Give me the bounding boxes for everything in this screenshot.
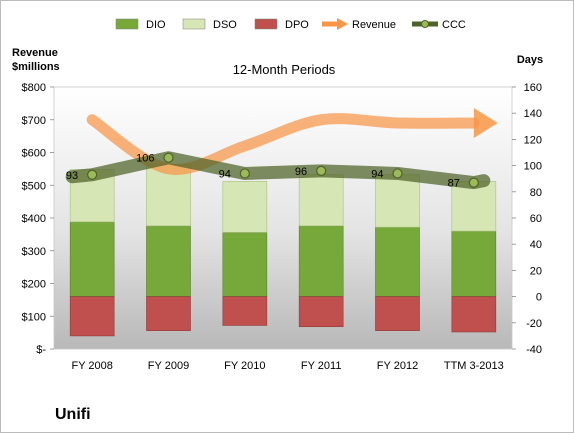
dio-bar [146, 225, 191, 297]
legend-marker-icon [421, 20, 429, 28]
x-tick-label: FY 2009 [148, 360, 189, 372]
revenue-arrowhead-icon [473, 108, 498, 139]
dio-bar [451, 230, 497, 297]
ccc-data-label: 87 [448, 178, 460, 190]
right-tick-label: 100 [524, 161, 542, 173]
dso-bar [298, 174, 344, 227]
dpo-bar [375, 296, 420, 331]
dio-bar [298, 225, 344, 297]
ccc-data-label: 106 [136, 153, 154, 165]
dpo-bar [69, 296, 115, 337]
x-tick-label: FY 2008 [71, 360, 112, 372]
left-tick-label: $- [36, 344, 46, 356]
right-tick-label: 60 [530, 213, 542, 225]
left-axis-title-line1: Revenue [12, 47, 58, 59]
dso-bar [375, 174, 420, 228]
legend-arrowhead-icon [337, 18, 348, 30]
x-tick-label: FY 2012 [377, 360, 418, 372]
legend-label-dso: DSO [213, 19, 237, 31]
legend-swatch-dpo [254, 18, 278, 30]
right-tick-label: 0 [536, 292, 542, 304]
x-tick-label: FY 2011 [301, 360, 342, 372]
dpo-bar [298, 296, 344, 328]
left-tick-label: $800 [22, 82, 46, 94]
ccc-marker [392, 168, 403, 179]
left-tick-label: $300 [22, 246, 46, 258]
dio-bar [222, 232, 268, 297]
company-name: Unifi [55, 406, 91, 423]
ccc-data-label: 94 [219, 168, 231, 180]
dso-bar [222, 181, 268, 233]
ccc-marker [468, 177, 479, 188]
legend-label-ccc: CCC [442, 19, 466, 31]
legend-label-dio: DIO [146, 19, 166, 31]
legend-swatch-dio [115, 18, 139, 30]
right-tick-label: -20 [526, 318, 542, 330]
axes: $- $100 $200 $300 $400 $500 $600 $700 $800 -40 -20… [22, 82, 542, 356]
dpo-bar [451, 296, 497, 333]
left-tick-label: $200 [22, 279, 46, 291]
x-axis-labels: FY 2008 FY 2009 FY 2010 FY 2011 FY 2012 TTM 3… [71, 360, 503, 372]
x-tick-label: TTM 3-2013 [444, 360, 504, 372]
ccc-marker [163, 152, 174, 163]
ccc-series: 93 106 94 96 94 87 [65, 151, 491, 190]
dso-bar [451, 181, 497, 232]
ccc-line [65, 151, 491, 190]
ccc-marker [87, 169, 98, 180]
left-tick-label: $100 [22, 311, 46, 323]
ccc-marker [316, 165, 327, 176]
dpo-bar [222, 296, 268, 326]
chart-title: 12-Month Periods [233, 62, 336, 77]
right-tick-label: -40 [526, 344, 542, 356]
left-tick-label: $400 [22, 213, 46, 225]
bars [69, 163, 497, 337]
legend-label-dpo: DPO [285, 19, 309, 31]
right-tick-label: 20 [530, 265, 542, 277]
right-tick-label: 140 [524, 108, 542, 120]
left-axis-title-line2: $millions [12, 61, 60, 73]
right-tick-label: 40 [530, 239, 542, 251]
left-tick-label: $700 [22, 115, 46, 127]
dio-bar [69, 221, 115, 297]
ccc-data-label: 94 [371, 168, 383, 180]
legend: DIO DSO DPO Revenue CCC [115, 18, 466, 31]
right-tick-label: 80 [530, 187, 542, 199]
dio-bar [375, 226, 420, 297]
dpo-bar [146, 296, 191, 331]
ccc-marker [239, 168, 250, 179]
legend-label-revenue: Revenue [352, 19, 396, 31]
x-tick-label: FY 2010 [224, 360, 265, 372]
right-tick-label: 120 [524, 134, 542, 146]
left-tick-label: $600 [22, 148, 46, 160]
right-tick-label: 160 [524, 82, 542, 94]
ccc-data-label: 96 [295, 166, 307, 178]
right-axis-title: Days [517, 54, 543, 66]
ccc-data-label: 93 [66, 170, 78, 182]
legend-swatch-dso [182, 18, 206, 30]
left-tick-label: $500 [22, 180, 46, 192]
